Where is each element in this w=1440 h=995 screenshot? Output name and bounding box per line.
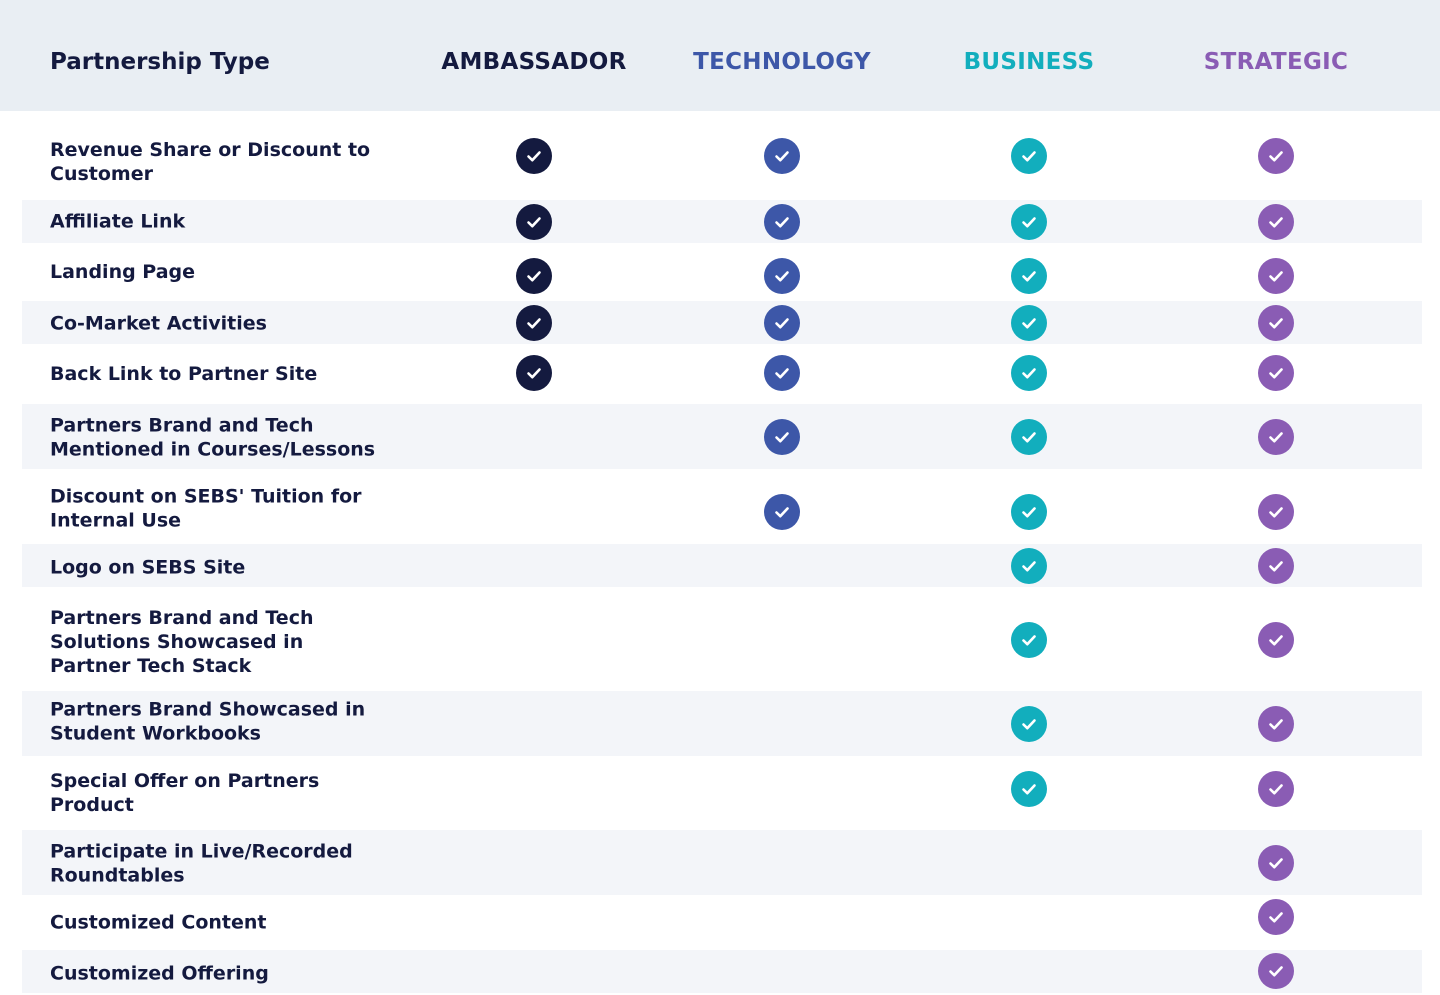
table-row: Back Link to Partner Site bbox=[22, 344, 1422, 404]
row-label: Back Link to Partner Site bbox=[50, 363, 318, 385]
table-row: Partners Brand and Tech Solutions Showca… bbox=[22, 587, 1422, 691]
check-circle-icon bbox=[1258, 622, 1294, 658]
check-circle-icon bbox=[516, 355, 552, 391]
table-row: Partners Brand Showcased in Student Work… bbox=[22, 691, 1422, 756]
check-circle-icon bbox=[1258, 204, 1294, 240]
table-row: Participate in Live/Recorded Roundtables bbox=[22, 830, 1422, 895]
row-label: Customized Content bbox=[50, 911, 267, 933]
row-label: Special Offer on Partners Product bbox=[50, 770, 320, 816]
check-circle-icon bbox=[764, 305, 800, 341]
row-label: Revenue Share or Discount to Customer bbox=[50, 139, 371, 185]
check-circle-icon bbox=[764, 355, 800, 391]
row-label: Partners Brand Showcased in Student Work… bbox=[50, 698, 366, 744]
check-circle-icon bbox=[1011, 548, 1047, 584]
check-circle-icon bbox=[1258, 258, 1294, 294]
table-row: Revenue Share or Discount to Customer bbox=[22, 124, 1422, 200]
check-circle-icon bbox=[1258, 953, 1294, 989]
row-label: Partners Brand and Tech Mentioned in Cou… bbox=[50, 414, 376, 460]
check-circle-icon bbox=[1011, 494, 1047, 530]
table-row: Affiliate Link bbox=[22, 200, 1422, 243]
check-circle-icon bbox=[1011, 771, 1047, 807]
check-circle-icon bbox=[764, 419, 800, 455]
check-circle-icon bbox=[516, 305, 552, 341]
check-circle-icon bbox=[1258, 845, 1294, 881]
row-label: Participate in Live/Recorded Roundtables bbox=[50, 840, 353, 886]
check-circle-icon bbox=[1011, 204, 1047, 240]
row-label: Customized Offering bbox=[50, 962, 269, 984]
check-circle-icon bbox=[1258, 548, 1294, 584]
check-circle-icon bbox=[764, 258, 800, 294]
column-header-strategic: STRATEGIC bbox=[1203, 49, 1349, 75]
check-circle-icon bbox=[1258, 899, 1294, 935]
check-circle-icon bbox=[1258, 305, 1294, 341]
check-circle-icon bbox=[516, 258, 552, 294]
header-title: Partnership Type bbox=[50, 49, 270, 75]
table-row: Customized Offering bbox=[22, 950, 1422, 993]
check-circle-icon bbox=[1258, 355, 1294, 391]
column-header-ambassador: AMBASSADOR bbox=[441, 49, 627, 75]
check-circle-icon bbox=[1258, 706, 1294, 742]
check-circle-icon bbox=[516, 138, 552, 174]
check-circle-icon bbox=[764, 494, 800, 530]
check-circle-icon bbox=[764, 138, 800, 174]
column-header-technology: TECHNOLOGY bbox=[693, 49, 871, 75]
check-circle-icon bbox=[1011, 305, 1047, 341]
check-circle-icon bbox=[1258, 494, 1294, 530]
table-row: Partners Brand and Tech Mentioned in Cou… bbox=[22, 404, 1422, 469]
table-row: Logo on SEBS Site bbox=[22, 544, 1422, 587]
check-circle-icon bbox=[1258, 419, 1294, 455]
table-row: Landing Page bbox=[22, 243, 1422, 301]
check-circle-icon bbox=[1258, 138, 1294, 174]
column-header-business: BUSINESS bbox=[963, 49, 1095, 75]
row-label: Co-Market Activities bbox=[50, 312, 267, 334]
check-circle-icon bbox=[1011, 138, 1047, 174]
table-row: Discount on SEBS' Tuition for Internal U… bbox=[22, 469, 1422, 544]
check-circle-icon bbox=[1011, 622, 1047, 658]
check-circle-icon bbox=[1011, 419, 1047, 455]
table-row: Special Offer on Partners Product bbox=[22, 756, 1422, 830]
check-circle-icon bbox=[1258, 771, 1294, 807]
row-label: Discount on SEBS' Tuition for Internal U… bbox=[50, 485, 362, 531]
check-circle-icon bbox=[516, 204, 552, 240]
check-circle-icon bbox=[764, 204, 800, 240]
row-label: Logo on SEBS Site bbox=[50, 556, 246, 578]
row-label: Partners Brand and Tech Solutions Showca… bbox=[50, 607, 314, 677]
table-row: Customized Content bbox=[22, 895, 1422, 950]
row-label: Landing Page bbox=[50, 261, 196, 283]
check-circle-icon bbox=[1011, 706, 1047, 742]
check-circle-icon bbox=[1011, 258, 1047, 294]
row-label: Affiliate Link bbox=[50, 210, 186, 232]
table-row: Co-Market Activities bbox=[22, 301, 1422, 344]
check-circle-icon bbox=[1011, 355, 1047, 391]
table-header bbox=[0, 0, 1440, 111]
